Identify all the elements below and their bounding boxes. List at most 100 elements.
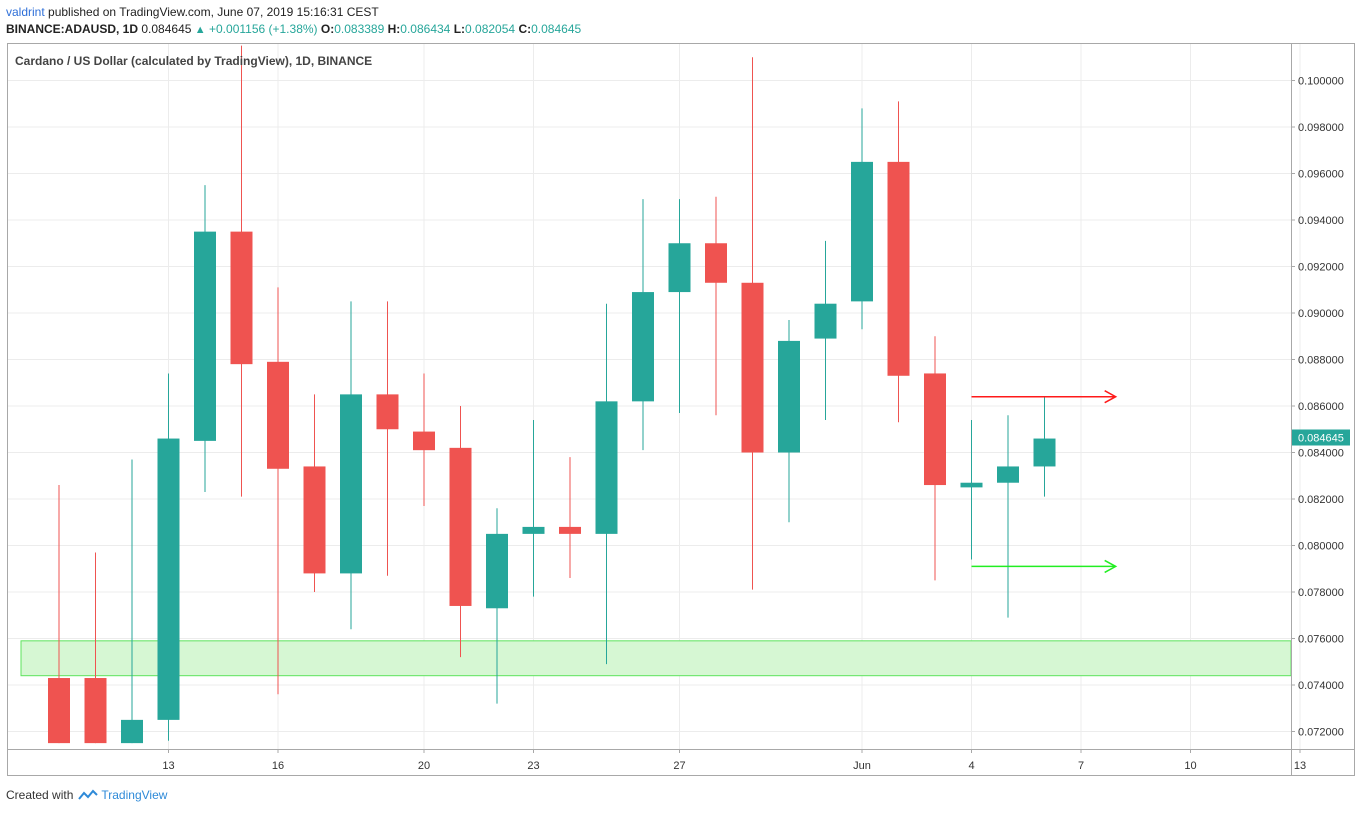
candle[interactable] [486, 508, 508, 704]
last-price-label: 0.084645 [1298, 433, 1344, 445]
candle[interactable] [632, 199, 654, 451]
candle-body [632, 292, 654, 402]
tradingview-brand[interactable]: TradingView [101, 788, 168, 802]
candle-body [522, 526, 545, 534]
green-arrow[interactable] [971, 559, 1118, 574]
candle[interactable] [997, 415, 1019, 618]
candle-body [230, 231, 253, 365]
candle[interactable] [814, 240, 837, 420]
candle[interactable] [851, 108, 873, 330]
published-text: published on TradingView.com, June 07, 2… [48, 5, 379, 19]
candle-body [851, 161, 873, 302]
candle-body [595, 401, 618, 534]
candle-body [194, 231, 216, 441]
tradingview-logo-icon [78, 789, 99, 800]
candle[interactable] [303, 394, 326, 592]
high-label: H: [387, 22, 401, 36]
time-tick-label: Jun [853, 760, 871, 772]
price-tick-label: 0.088000 [1298, 355, 1344, 367]
candle-body [413, 431, 435, 451]
created-with-label: Created with [6, 788, 74, 802]
time-tick-label: 10 [1184, 760, 1196, 772]
time-tick-label: 4 [968, 760, 974, 772]
candle-body [559, 526, 581, 534]
candle[interactable] [741, 57, 764, 590]
candle-body [778, 340, 800, 453]
candle[interactable] [84, 552, 107, 744]
candle[interactable] [778, 319, 800, 523]
candle[interactable] [230, 45, 253, 497]
candle-body [121, 719, 143, 744]
price-tick-label: 0.072000 [1298, 727, 1344, 739]
candle[interactable] [194, 185, 216, 493]
price-tick-label: 0.098000 [1298, 122, 1344, 134]
price-tick-label: 0.082000 [1298, 494, 1344, 506]
price-change: +0.001156 (+1.38%) [209, 22, 318, 36]
support-zone[interactable] [20, 640, 1291, 677]
last-price-marker [1292, 429, 1350, 446]
candle[interactable] [449, 406, 472, 658]
time-tick-label: 13 [162, 760, 174, 772]
chart-title: Cardano / US Dollar (calculated by Tradi… [15, 54, 372, 68]
price-tick-label: 0.094000 [1298, 215, 1344, 227]
candle[interactable] [887, 101, 910, 423]
candle[interactable] [595, 303, 618, 665]
candle[interactable] [48, 485, 70, 744]
price-tick-label: 0.090000 [1298, 308, 1344, 320]
candle[interactable] [960, 419, 983, 560]
time-tick-label: 27 [673, 760, 685, 772]
candle[interactable] [705, 196, 727, 416]
candle[interactable] [668, 199, 691, 413]
candle-body [924, 373, 946, 486]
candle[interactable] [924, 336, 946, 581]
candle[interactable] [121, 459, 143, 744]
close-label: C: [518, 22, 532, 36]
time-tick-label: 23 [527, 760, 539, 772]
chart-frame [7, 43, 1355, 776]
high-value: 0.086434 [400, 22, 451, 36]
candle[interactable] [522, 419, 545, 597]
candle[interactable] [376, 301, 399, 576]
candle[interactable] [340, 301, 362, 630]
candle-body [449, 447, 472, 606]
price-tick-label: 0.076000 [1298, 634, 1344, 646]
candle[interactable] [157, 373, 180, 741]
publish-info: valdrint published on TradingView.com, J… [6, 5, 379, 19]
price-tick-label: 0.086000 [1298, 401, 1344, 413]
plot-area [20, 45, 1291, 744]
price-tick-label: 0.100000 [1298, 76, 1344, 88]
time-tick-label: 7 [1078, 760, 1084, 772]
candle[interactable] [267, 287, 289, 695]
price-tick-label: 0.092000 [1298, 262, 1344, 274]
low-value: 0.082054 [465, 22, 516, 36]
symbol-label: BINANCE:ADAUSD, 1D [6, 22, 139, 36]
up-triangle-icon: ▲ [194, 24, 206, 36]
price-tick-label: 0.080000 [1298, 541, 1344, 553]
symbol-info: BINANCE:ADAUSD, 1D 0.084645 ▲ +0.001156 … [6, 22, 581, 36]
arrow-head [1104, 390, 1118, 404]
candle[interactable] [413, 373, 435, 506]
low-label: L: [453, 22, 466, 36]
price-axis[interactable]: 0.100000 0.098000 0.096000 0.094000 0.092000… [1291, 76, 1350, 739]
candle-body [887, 161, 910, 376]
open-value: 0.083389 [334, 22, 385, 36]
candle-body [705, 243, 727, 283]
candle-body [48, 678, 70, 744]
candle[interactable] [1033, 396, 1056, 497]
last-price: 0.084645 [141, 22, 192, 36]
footer: Created with TradingView [6, 788, 167, 802]
publisher-name[interactable]: valdrint [6, 5, 45, 19]
open-label: O: [320, 22, 335, 36]
candle-body [376, 394, 399, 430]
candle-body [267, 361, 289, 469]
time-axis[interactable]: 13 16 20 23 27 Jun 4 7 10 13 [162, 749, 1306, 772]
red-arrow[interactable] [971, 390, 1118, 404]
time-tick-label: 16 [272, 760, 284, 772]
price-tick-label: 0.078000 [1298, 587, 1344, 599]
price-tick-label: 0.074000 [1298, 680, 1344, 692]
candle-body [340, 394, 362, 574]
candle[interactable] [559, 457, 581, 579]
candle-body [997, 466, 1019, 483]
price-tick-label: 0.084000 [1298, 448, 1344, 460]
